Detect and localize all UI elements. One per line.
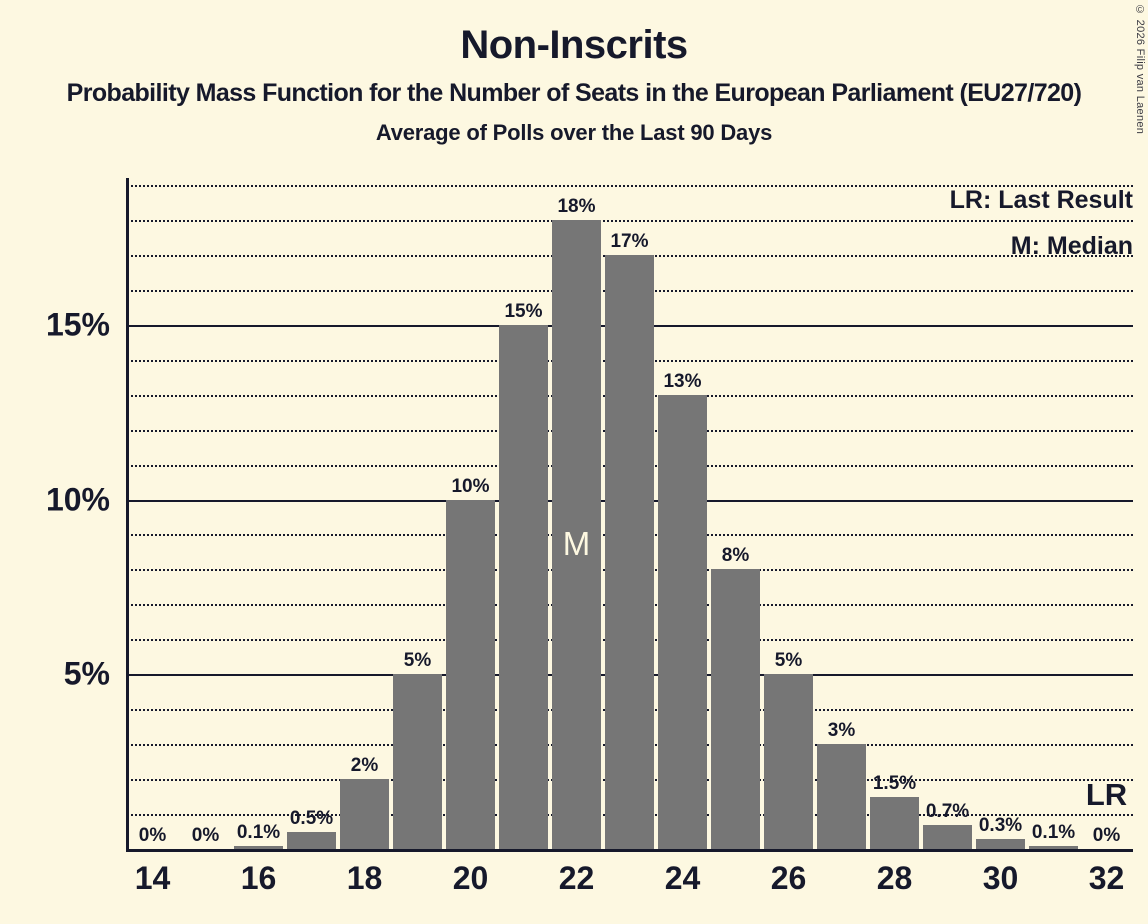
bar [446, 499, 495, 849]
x-axis-tick-label: 30 [982, 860, 1019, 896]
bar [976, 838, 1025, 849]
bar-value-label: 17% [610, 230, 649, 252]
copyright-notice: © 2026 Filip van Laenen [1134, 4, 1146, 135]
bar-value-label: 0.3% [978, 814, 1023, 836]
bar-value-label: 2% [350, 755, 379, 777]
chart-note: Average of Polls over the Last 90 Days [375, 120, 773, 146]
x-axis-tick-label: 22 [558, 860, 595, 896]
x-axis-line [126, 849, 1133, 852]
bar [393, 674, 442, 849]
bar [1029, 845, 1078, 849]
bar [287, 831, 336, 849]
bar [234, 845, 283, 849]
bar [605, 254, 654, 849]
x-axis-tick-label: 26 [770, 860, 807, 896]
legend-last-result: LR: Last Result [949, 186, 1133, 214]
y-axis-tick-label: 5% [63, 655, 110, 692]
bar-value-label: 10% [451, 475, 490, 497]
bar [711, 569, 760, 849]
x-axis-tick-label: 32 [1088, 860, 1125, 896]
x-axis-tick-label: 24 [664, 860, 701, 896]
x-axis-tick-label: 16 [240, 860, 277, 896]
title-block: Non-Inscrits Probability Mass Function f… [0, 0, 1148, 144]
bar [552, 219, 601, 849]
bar [817, 744, 866, 849]
x-axis-tick-label: 14 [134, 860, 171, 896]
bar [340, 779, 389, 849]
bar [499, 324, 548, 849]
bar-value-label: 0.1% [236, 821, 281, 843]
bar-value-label: 3% [827, 720, 856, 742]
bar-value-label: 0.5% [289, 807, 334, 829]
bar-value-label: 8% [721, 545, 750, 567]
bar-value-label: 0% [138, 825, 167, 846]
bar [658, 394, 707, 849]
bar-value-label: 0.7% [925, 800, 970, 822]
x-axis-tick-label: 20 [452, 860, 489, 896]
bar-value-label: 15% [504, 300, 543, 322]
gridline-minor [126, 184, 1133, 187]
y-axis-line [126, 178, 129, 849]
last-result-marker: LR [1085, 776, 1128, 812]
bar [923, 824, 972, 849]
chart-subtitle: Probability Mass Function for the Number… [66, 79, 1082, 107]
bar [870, 796, 919, 849]
bar-value-label: 0% [191, 825, 220, 846]
bar-value-label: 0% [1092, 825, 1121, 846]
plot-area: 0% 0% 0.1% 0.5% 2% 5% 10% 15% 18% 17% 13% 8% 5% 3% 1.5… [126, 178, 1133, 852]
bar-value-label: 1.5% [872, 772, 917, 794]
bar-value-label: 18% [557, 195, 596, 217]
bar-value-label: 0.1% [1031, 821, 1076, 843]
bar-value-label: 5% [774, 650, 803, 672]
bar-value-label: 13% [663, 370, 702, 392]
y-axis-tick-label: 15% [45, 306, 110, 343]
bar [764, 674, 813, 849]
bar-value-label: 5% [403, 650, 432, 672]
median-marker: M [562, 525, 591, 563]
x-axis-tick-label: 18 [346, 860, 383, 896]
x-axis-tick-label: 28 [876, 860, 913, 896]
page-title: Non-Inscrits [460, 23, 688, 67]
gridline-minor [126, 219, 1133, 222]
y-axis-tick-label: 10% [45, 481, 110, 518]
